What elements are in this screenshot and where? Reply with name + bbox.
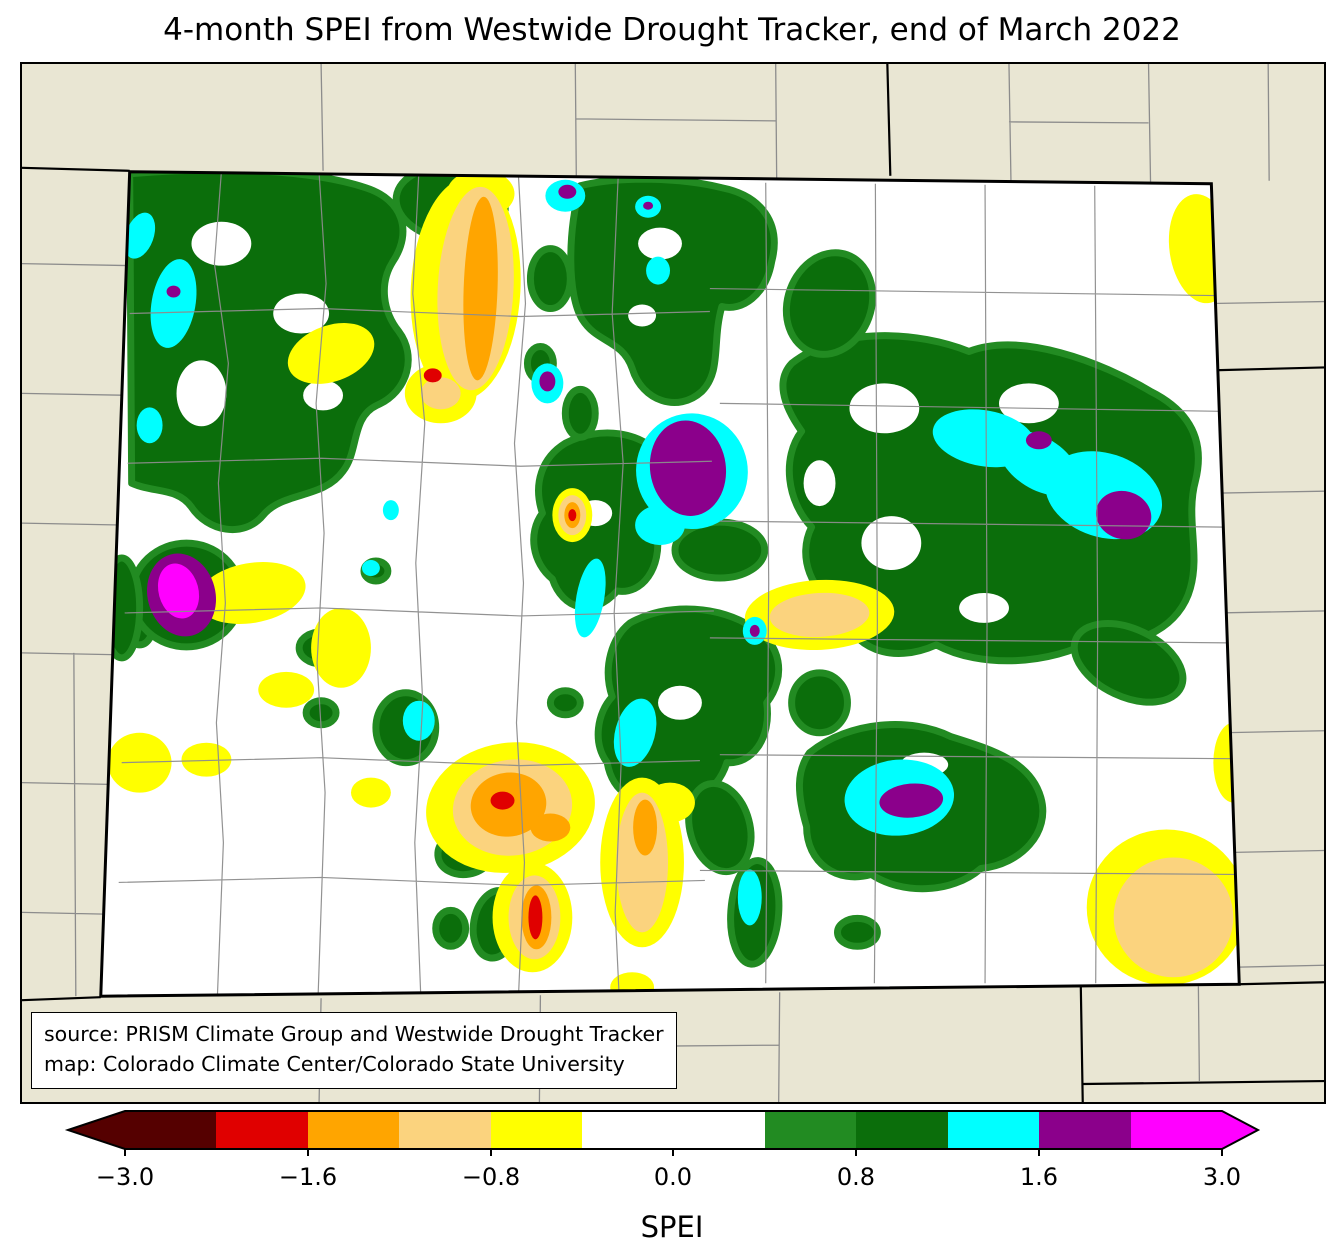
colorbar-segment-cyan — [948, 1111, 1039, 1149]
white-holes — [176, 221, 1059, 777]
colorbar-segment-dark-green — [856, 1111, 948, 1149]
tick-label-6: 3.0 — [1203, 1163, 1241, 1191]
colorbar: −3.0 −1.6 −0.8 0.0 0.8 1.6 3.0 SPEI — [64, 1110, 1261, 1244]
tick-label-2: −0.8 — [462, 1163, 520, 1191]
colorado-spei-map — [22, 64, 1324, 1102]
source-annotation: source: PRISM Climate Group and Westwide… — [31, 1011, 677, 1089]
neighbor-state-borders — [22, 64, 1324, 1102]
colorbar-ticks — [124, 1149, 1223, 1156]
colorbar-segment-orange — [308, 1111, 399, 1149]
spei-axis-label: SPEI — [641, 1210, 704, 1244]
colorbar-tick-labels: −3.0 −1.6 −0.8 0.0 0.8 1.6 3.0 — [96, 1163, 1241, 1191]
colorbar-segment-yellow — [491, 1111, 582, 1149]
map-plot: source: PRISM Climate Group and Westwide… — [20, 62, 1326, 1104]
colorado-border — [99, 170, 1241, 998]
colorbar-segment-tan — [399, 1111, 491, 1149]
red-spots — [423, 368, 577, 940]
colorbar-segment-purple — [1039, 1111, 1131, 1149]
colorbar-segment-green — [765, 1111, 856, 1149]
colorbar-segment-white — [582, 1111, 765, 1149]
colorbar-arrow-right — [1222, 1111, 1258, 1149]
magenta-core — [157, 563, 200, 619]
colorbar-segment-magenta — [1131, 1111, 1222, 1149]
tick-label-3: 0.0 — [654, 1163, 692, 1191]
annotation-line-1: source: PRISM Climate Group and Westwide… — [44, 1021, 664, 1046]
tick-label-1: −1.6 — [279, 1163, 337, 1191]
page-title: 4-month SPEI from Westwide Drought Track… — [163, 12, 1181, 48]
tick-label-4: 0.8 — [837, 1163, 875, 1191]
tick-label-5: 1.6 — [1020, 1163, 1058, 1191]
colorbar-segment-red — [216, 1111, 308, 1149]
tick-label-0: −3.0 — [96, 1163, 154, 1191]
colorbar-arrow-left — [68, 1111, 125, 1149]
annotation-line-2: map: Colorado Climate Center/Colorado St… — [44, 1052, 625, 1077]
county-lines — [118, 171, 1236, 997]
colorbar-segment-maroon — [125, 1111, 216, 1149]
